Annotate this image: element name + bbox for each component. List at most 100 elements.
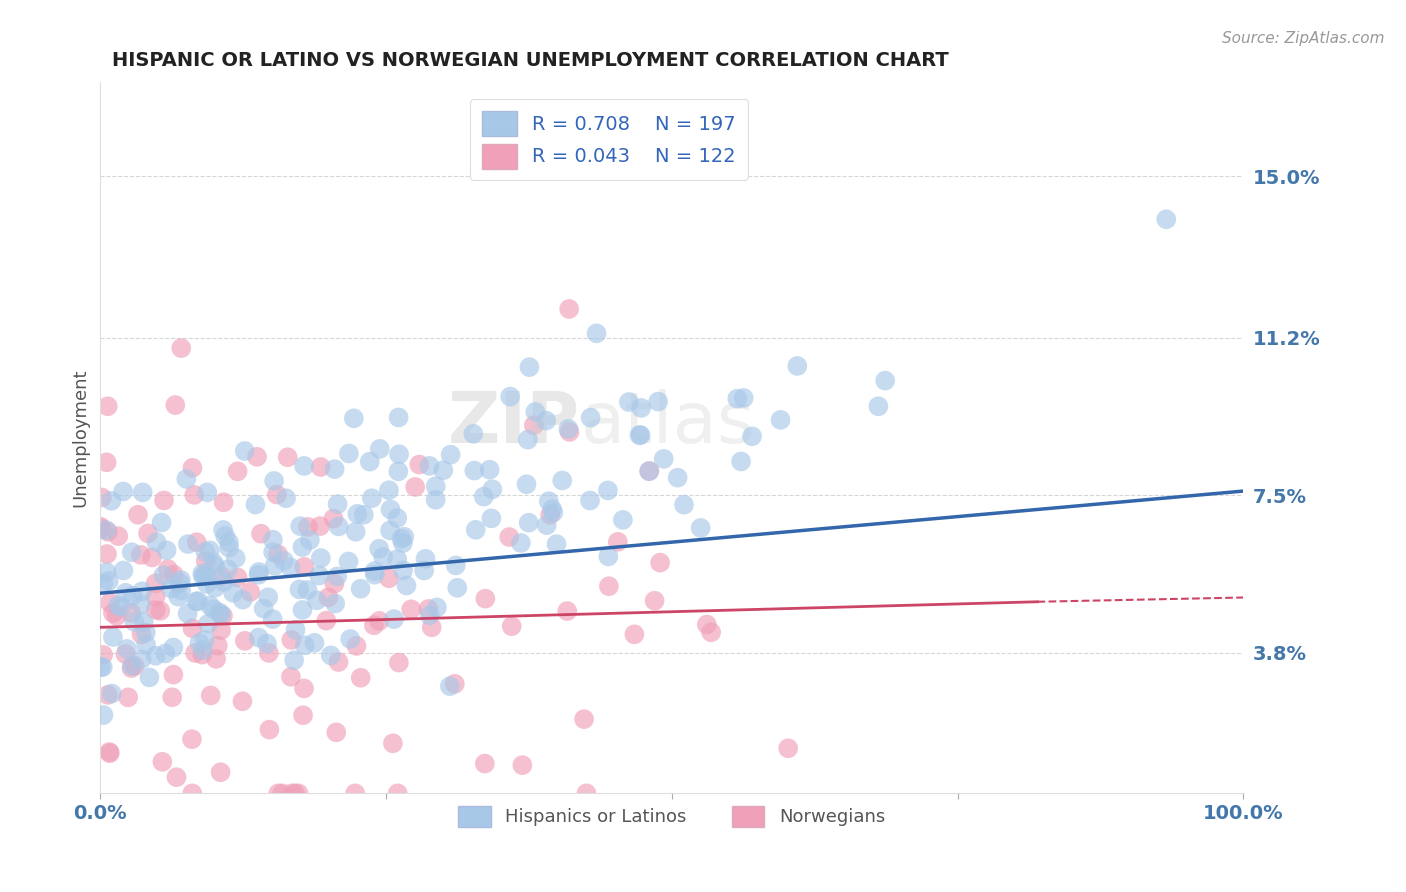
Point [198, 599, 221, 613]
Point [90, 522, 112, 536]
Point [364, 567, 387, 582]
Point [226, 464, 249, 478]
Point [114, 647, 136, 661]
Point [188, 636, 211, 650]
Point [868, 399, 890, 413]
Point [689, 521, 711, 535]
Point [328, 519, 350, 533]
Point [277, 450, 299, 465]
Point [150, 516, 173, 530]
Text: ZIP: ZIP [449, 389, 581, 458]
Point [98, 596, 121, 610]
Point [91, 648, 114, 662]
Point [97, 574, 120, 588]
Point [730, 454, 752, 468]
Point [191, 648, 214, 662]
Point [420, 620, 443, 634]
Text: HISPANIC OR LATINO VS NORWEGIAN UNEMPLOYMENT CORRELATION CHART: HISPANIC OR LATINO VS NORWEGIAN UNEMPLOY… [112, 51, 949, 70]
Point [387, 786, 409, 800]
Point [204, 581, 226, 595]
Point [387, 464, 409, 478]
Point [110, 600, 132, 615]
Point [274, 491, 297, 506]
Point [181, 621, 204, 635]
Point [284, 623, 307, 637]
Point [131, 485, 153, 500]
Point [138, 670, 160, 684]
Point [368, 614, 391, 628]
Point [280, 560, 302, 574]
Point [378, 571, 401, 585]
Y-axis label: Unemployment: Unemployment [72, 368, 89, 507]
Point [90, 491, 112, 505]
Point [202, 556, 225, 570]
Point [292, 681, 315, 696]
Point [170, 583, 193, 598]
Point [96, 565, 118, 579]
Point [516, 433, 538, 447]
Point [183, 488, 205, 502]
Point [124, 615, 146, 629]
Point [426, 600, 449, 615]
Point [267, 547, 290, 561]
Point [93, 576, 115, 591]
Point [304, 636, 326, 650]
Point [115, 641, 138, 656]
Point [388, 447, 411, 461]
Point [418, 602, 440, 616]
Point [323, 576, 346, 591]
Point [630, 401, 652, 415]
Point [257, 646, 280, 660]
Point [630, 428, 652, 442]
Point [537, 494, 560, 508]
Point [700, 625, 723, 640]
Point [214, 529, 236, 543]
Point [288, 519, 311, 533]
Point [404, 480, 426, 494]
Point [387, 410, 409, 425]
Point [350, 671, 373, 685]
Point [474, 756, 496, 771]
Point [432, 463, 454, 477]
Point [195, 569, 218, 583]
Point [98, 746, 121, 760]
Point [153, 493, 176, 508]
Point [207, 639, 229, 653]
Point [177, 537, 200, 551]
Point [209, 569, 232, 583]
Point [205, 652, 228, 666]
Point [184, 646, 207, 660]
Point [141, 550, 163, 565]
Point [165, 398, 187, 412]
Point [598, 549, 620, 564]
Point [326, 569, 349, 583]
Point [373, 549, 395, 564]
Point [517, 516, 540, 530]
Point [337, 446, 360, 460]
Point [392, 563, 415, 577]
Point [378, 524, 401, 538]
Point [281, 786, 304, 800]
Point [292, 708, 315, 723]
Point [395, 578, 418, 592]
Point [617, 395, 640, 409]
Point [446, 581, 468, 595]
Point [280, 670, 302, 684]
Point [262, 612, 284, 626]
Point [98, 745, 121, 759]
Point [194, 567, 217, 582]
Point [262, 533, 284, 547]
Point [585, 326, 607, 341]
Point [197, 616, 219, 631]
Point [162, 667, 184, 681]
Point [135, 638, 157, 652]
Point [474, 591, 496, 606]
Point [481, 483, 503, 497]
Point [294, 638, 316, 652]
Point [247, 631, 270, 645]
Point [546, 537, 568, 551]
Point [464, 523, 486, 537]
Point [523, 418, 546, 433]
Point [291, 540, 314, 554]
Point [309, 519, 332, 533]
